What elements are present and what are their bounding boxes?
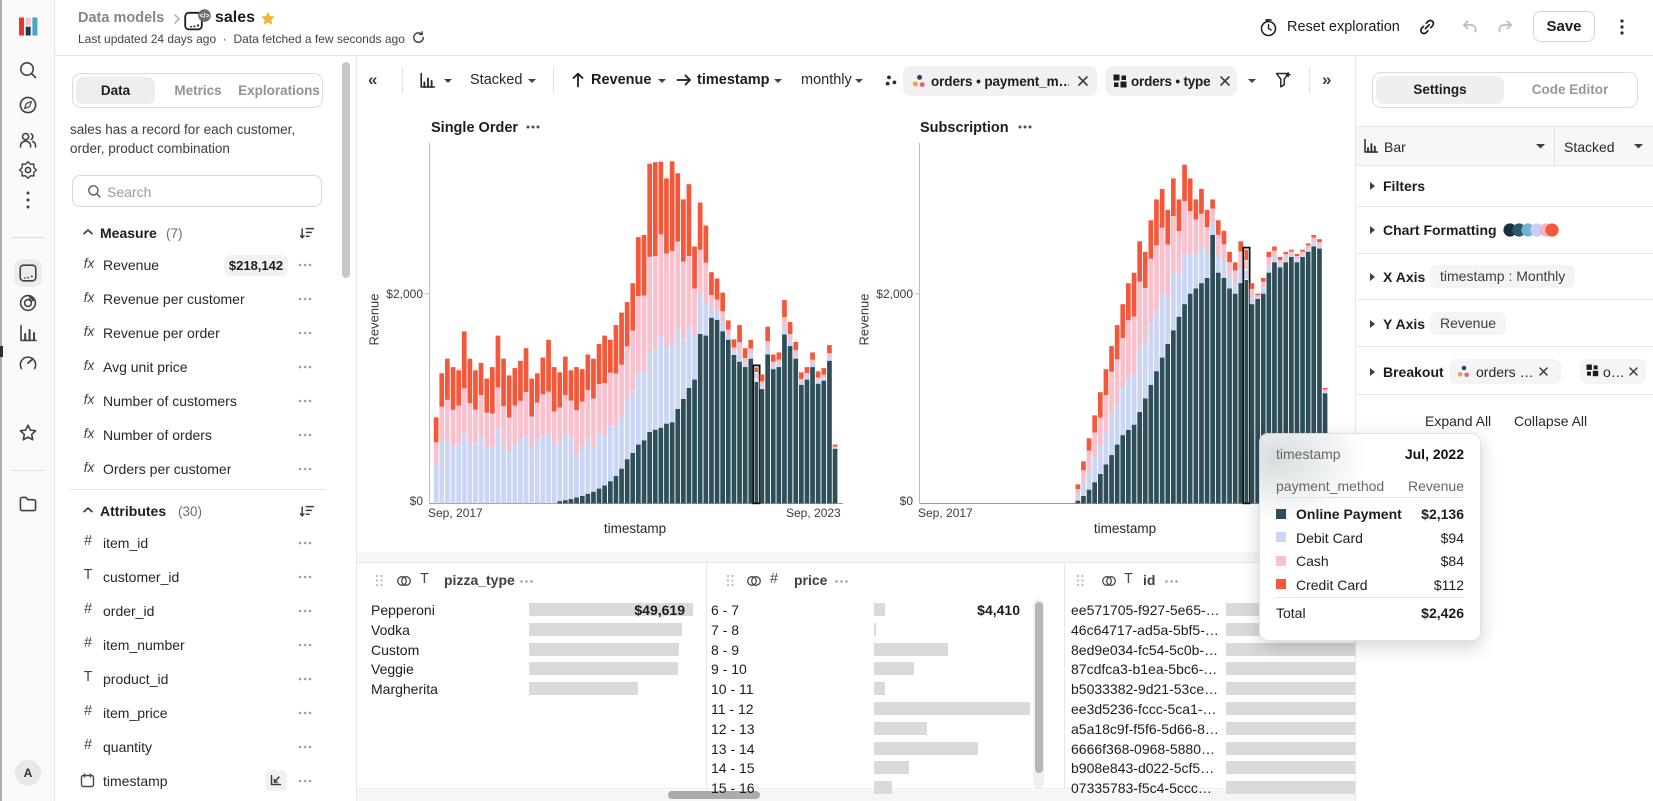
svg-text:</>: </> (199, 13, 209, 20)
